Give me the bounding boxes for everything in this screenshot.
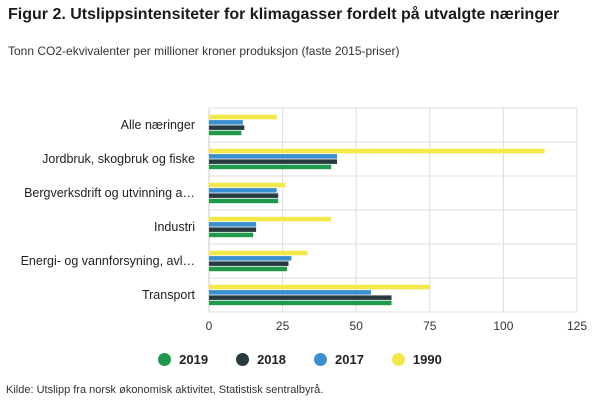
legend-swatch bbox=[158, 353, 172, 366]
bar bbox=[209, 295, 392, 300]
category-label: Jordbruk, skogbruk og fiske bbox=[42, 152, 195, 166]
bar bbox=[209, 232, 254, 238]
bar bbox=[209, 125, 245, 130]
x-tick-label: 100 bbox=[493, 319, 513, 333]
bar bbox=[209, 130, 242, 136]
category-label: Energi- og vannforsyning, avl… bbox=[21, 254, 195, 268]
bar bbox=[209, 164, 332, 170]
legend-item[interactable]: 1990 bbox=[391, 352, 442, 367]
bar bbox=[209, 256, 292, 261]
category-label: Transport bbox=[142, 288, 196, 302]
bar bbox=[209, 284, 430, 290]
category-label: Bergverksdrift og utvinning a… bbox=[24, 186, 195, 200]
bar bbox=[209, 261, 289, 266]
legend-item[interactable]: 2019 bbox=[158, 352, 208, 367]
bar bbox=[209, 154, 338, 159]
legend-label: 2019 bbox=[179, 352, 209, 367]
legend-item[interactable]: 2017 bbox=[314, 352, 364, 367]
bar bbox=[209, 148, 545, 154]
bar bbox=[209, 188, 277, 193]
source-note: Kilde: Utslipp fra norsk økonomisk aktiv… bbox=[6, 384, 324, 396]
legend-item[interactable]: 2018 bbox=[236, 352, 286, 367]
bar bbox=[209, 120, 243, 125]
bar bbox=[209, 198, 279, 204]
x-tick-label: 75 bbox=[423, 319, 437, 333]
bar bbox=[209, 222, 257, 227]
legend-label: 1990 bbox=[412, 352, 442, 367]
bar bbox=[209, 193, 279, 198]
chart-title: Figur 2. Utslippsintensiteter for klimag… bbox=[8, 6, 560, 23]
bar bbox=[209, 182, 286, 188]
bar bbox=[209, 216, 332, 222]
bar bbox=[209, 250, 308, 256]
bar bbox=[209, 159, 338, 164]
x-tick-label: 50 bbox=[350, 319, 364, 333]
bar bbox=[209, 227, 257, 232]
x-tick-label: 25 bbox=[276, 319, 290, 333]
category-label: Industri bbox=[154, 220, 195, 234]
x-tick-label: 125 bbox=[567, 319, 587, 333]
category-label: Alle næringer bbox=[121, 118, 195, 132]
bar bbox=[209, 114, 277, 120]
legend: 2019 2018 2017 1990 bbox=[0, 352, 600, 367]
bar bbox=[209, 266, 288, 272]
legend-swatch bbox=[391, 353, 405, 366]
legend-label: 2017 bbox=[335, 352, 364, 367]
bar bbox=[209, 290, 371, 295]
legend-label: 2018 bbox=[257, 352, 286, 367]
bar bbox=[209, 300, 392, 306]
legend-swatch bbox=[236, 353, 250, 366]
chart-subtitle: Tonn CO2-ekvivalenter per millioner kron… bbox=[8, 44, 400, 58]
legend-swatch bbox=[314, 353, 327, 366]
x-tick-label: 0 bbox=[206, 319, 213, 333]
